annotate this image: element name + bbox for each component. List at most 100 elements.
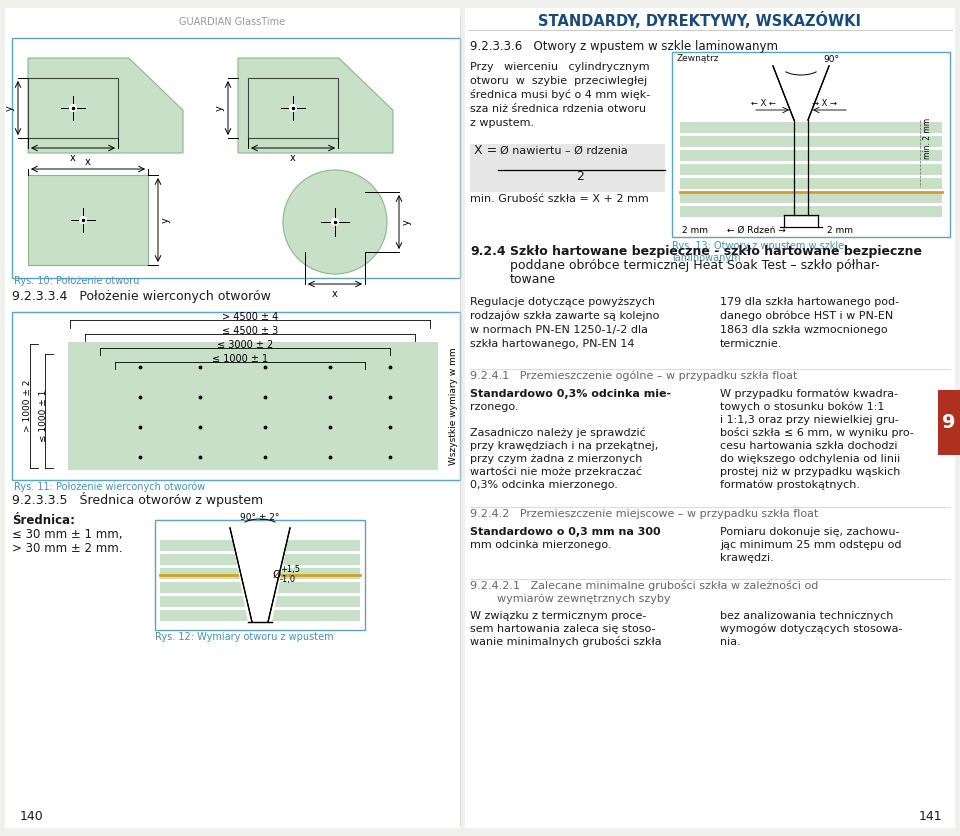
Text: 9.2.3.3.5   Średnica otworów z wpustem: 9.2.3.3.5 Średnica otworów z wpustem <box>12 492 263 507</box>
Text: 9.2.3.3.6   Otwory z wpustem w szkle laminowanym: 9.2.3.3.6 Otwory z wpustem w szkle lamin… <box>470 40 778 53</box>
Bar <box>160 596 360 607</box>
Text: W przypadku formatów kwadra-: W przypadku formatów kwadra- <box>720 389 899 399</box>
Text: 90° ± 2°: 90° ± 2° <box>240 513 279 522</box>
Text: cesu hartowania szkła dochodzi: cesu hartowania szkła dochodzi <box>720 441 898 451</box>
Text: y: y <box>402 219 412 225</box>
Text: laminowanym: laminowanym <box>672 253 740 263</box>
Text: wartości nie może przekraczać: wartości nie może przekraczać <box>470 466 642 477</box>
Text: min. Grubość szkła = X + 2 mm: min. Grubość szkła = X + 2 mm <box>470 194 649 204</box>
Bar <box>680 206 942 217</box>
Text: Zasadniczo należy je sprawdzić: Zasadniczo należy je sprawdzić <box>470 427 646 438</box>
Text: y: y <box>5 105 15 111</box>
Text: danego obróbce HST i w PN-EN: danego obróbce HST i w PN-EN <box>720 310 893 321</box>
Text: ≤ 1000 ± 1: ≤ 1000 ± 1 <box>212 354 268 364</box>
Text: Rys. 10: Położenie otworu: Rys. 10: Położenie otworu <box>14 276 139 286</box>
Text: Ø nawiertu – Ø rdzenia: Ø nawiertu – Ø rdzenia <box>500 146 628 156</box>
Text: wymogów dotyczących stosowa-: wymogów dotyczących stosowa- <box>720 624 902 634</box>
Text: Wszystkie wymiary w mm: Wszystkie wymiary w mm <box>449 347 459 465</box>
Polygon shape <box>28 58 183 153</box>
Text: y: y <box>215 105 225 111</box>
Text: mm odcinka mierzonego.: mm odcinka mierzonego. <box>470 540 612 550</box>
Text: wymiarów zewnętrznych szyby: wymiarów zewnętrznych szyby <box>497 594 670 604</box>
Text: Zewnątrz: Zewnątrz <box>677 54 719 63</box>
Bar <box>680 136 942 147</box>
Bar <box>160 568 360 579</box>
Polygon shape <box>238 58 393 153</box>
Text: X =: X = <box>474 144 497 157</box>
Text: 140: 140 <box>20 810 44 823</box>
Text: sem hartowania zaleca się stoso-: sem hartowania zaleca się stoso- <box>470 624 656 634</box>
Text: 9.2.4.1   Przemieszczenie ogólne – w przypadku szkła float: 9.2.4.1 Przemieszczenie ogólne – w przyp… <box>470 370 798 381</box>
Text: wanie minimalnych grubości szkła: wanie minimalnych grubości szkła <box>470 636 661 647</box>
Text: Pomiaru dokonuje się, zachowu-: Pomiaru dokonuje się, zachowu- <box>720 527 900 537</box>
Text: 2: 2 <box>576 170 584 183</box>
Text: 179 dla szkła hartowanego pod-: 179 dla szkła hartowanego pod- <box>720 297 900 307</box>
Text: i 1:1,3 oraz przy niewielkiej gru-: i 1:1,3 oraz przy niewielkiej gru- <box>720 415 899 425</box>
Text: bez analizowania technicznych: bez analizowania technicznych <box>720 611 894 621</box>
Polygon shape <box>230 528 290 622</box>
Bar <box>680 178 942 189</box>
Text: ≤ 3000 ± 2: ≤ 3000 ± 2 <box>217 340 274 350</box>
Bar <box>160 610 360 621</box>
Text: Standardowo o 0,3 mm na 300: Standardowo o 0,3 mm na 300 <box>470 527 660 537</box>
Text: GUARDIAN GlassTime: GUARDIAN GlassTime <box>179 17 285 27</box>
Text: ≤ 4500 ± 3: ≤ 4500 ± 3 <box>222 326 278 336</box>
Bar <box>5 8 460 828</box>
Circle shape <box>79 216 87 224</box>
Text: x: x <box>85 157 91 167</box>
Bar <box>680 192 942 203</box>
Text: rodzajów szkła zawarte są kolejno: rodzajów szkła zawarte są kolejno <box>470 310 660 321</box>
Text: 9.2.4: 9.2.4 <box>470 245 506 258</box>
Text: Regulacje dotyczące powyższych: Regulacje dotyczące powyższych <box>470 297 655 307</box>
Text: Szkło hartowane bezpieczne - szkło hartowane bezpieczne: Szkło hartowane bezpieczne - szkło harto… <box>510 245 922 258</box>
Bar <box>160 540 360 551</box>
Text: x: x <box>332 289 338 299</box>
Text: otworu  w  szybie  przeciwległej: otworu w szybie przeciwległej <box>470 76 647 86</box>
Text: > 4500 ± 4: > 4500 ± 4 <box>222 312 278 322</box>
Bar <box>465 8 955 828</box>
Text: 1863 dla szkła wzmocnionego: 1863 dla szkła wzmocnionego <box>720 325 888 335</box>
Text: > 1000 ± 2: > 1000 ± 2 <box>23 380 33 432</box>
Bar <box>680 164 942 175</box>
Text: bości szkła ≤ 6 mm, w wyniku pro-: bości szkła ≤ 6 mm, w wyniku pro- <box>720 427 914 438</box>
Text: 9.2.3.3.4   Położenie wierconych otworów: 9.2.3.3.4 Położenie wierconych otworów <box>12 290 271 303</box>
Text: +1,5: +1,5 <box>280 565 300 574</box>
Text: 2 mm: 2 mm <box>827 226 853 235</box>
Text: 2 mm: 2 mm <box>682 226 708 235</box>
Text: Standardowo 0,3% odcinka mie-: Standardowo 0,3% odcinka mie- <box>470 389 671 399</box>
Text: 90°: 90° <box>823 55 839 64</box>
Text: termicznie.: termicznie. <box>720 339 782 349</box>
Text: Rys. 12: Wymiary otworu z wpustem: Rys. 12: Wymiary otworu z wpustem <box>155 632 334 642</box>
Text: 141: 141 <box>918 810 942 823</box>
Text: przy krawędziach i na przekątnej,: przy krawędziach i na przekątnej, <box>470 441 659 451</box>
Circle shape <box>283 170 387 274</box>
Text: formatów prostokątnych.: formatów prostokątnych. <box>720 480 860 490</box>
Text: ≤ 30 mm ± 1 mm,: ≤ 30 mm ± 1 mm, <box>12 528 123 541</box>
Bar <box>680 150 942 161</box>
Text: x: x <box>70 153 76 163</box>
Text: Ø: Ø <box>272 570 280 580</box>
Bar <box>470 144 665 192</box>
Text: > 30 mm ± 2 mm.: > 30 mm ± 2 mm. <box>12 542 123 555</box>
Text: jąc minimum 25 mm odstępu od: jąc minimum 25 mm odstępu od <box>720 540 901 550</box>
Text: z wpustem.: z wpustem. <box>470 118 534 128</box>
Bar <box>160 582 360 593</box>
Text: → X →: → X → <box>812 99 837 108</box>
Text: -1,0: -1,0 <box>280 575 296 584</box>
Bar <box>248 78 338 138</box>
Text: krawędzi.: krawędzi. <box>720 553 774 563</box>
Bar <box>672 52 950 237</box>
Bar <box>12 312 460 480</box>
Polygon shape <box>773 66 829 120</box>
Text: szkła hartowanego, PN-EN 14: szkła hartowanego, PN-EN 14 <box>470 339 635 349</box>
Text: rzonego.: rzonego. <box>470 402 518 412</box>
Text: 9: 9 <box>943 412 956 431</box>
Text: w normach PN-EN 1250-1/-2 dla: w normach PN-EN 1250-1/-2 dla <box>470 325 648 335</box>
Bar <box>938 390 960 455</box>
Bar <box>155 520 365 630</box>
Text: 9.2.4.2   Przemieszczenie miejscowe – w przypadku szkła float: 9.2.4.2 Przemieszczenie miejscowe – w pr… <box>470 509 818 519</box>
Text: W związku z termicznym proce-: W związku z termicznym proce- <box>470 611 646 621</box>
Text: do większego odchylenia od linii: do większego odchylenia od linii <box>720 454 900 464</box>
Text: ← X ←: ← X ← <box>751 99 776 108</box>
Text: średnica musi być o 4 mm więk-: średnica musi być o 4 mm więk- <box>470 89 650 100</box>
